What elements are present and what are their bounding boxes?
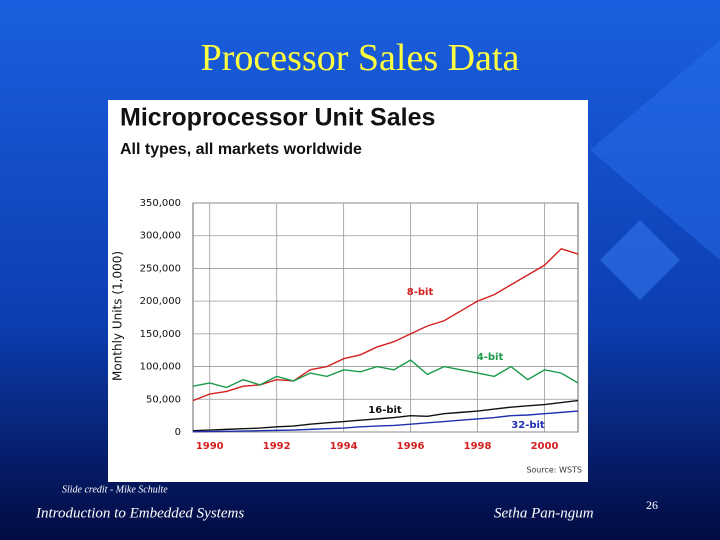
slide-title: Processor Sales Data (201, 37, 520, 79)
series-line (192, 248, 579, 402)
series-label: 8-bit (407, 287, 434, 298)
x-tick-label: 1996 (397, 441, 425, 452)
series-label: 4-bit (477, 352, 504, 363)
y-tick-label: 300,000 (140, 231, 181, 242)
x-tick-label: 2000 (531, 441, 559, 452)
y-axis-label: Monthly Units (1,000) (111, 251, 125, 381)
source: Source: WSTS (526, 466, 582, 475)
decoration (600, 220, 680, 300)
series-line (192, 399, 579, 432)
footer-left: Introduction to Embedded Systems (35, 505, 244, 521)
x-tick-label: 1990 (196, 441, 224, 452)
decoration (590, 40, 720, 260)
series-line (192, 359, 579, 389)
y-tick-label: 100,000 (140, 362, 181, 373)
x-tick-label: 1994 (330, 441, 358, 452)
y-tick-label: 50,000 (146, 394, 181, 405)
slide-credit: Slide credit - Mike Schulte (62, 484, 168, 495)
y-tick-label: 200,000 (140, 296, 181, 307)
y-tick-label: 350,000 (140, 198, 181, 209)
chart-title: Microprocessor Unit Sales (120, 104, 435, 132)
footer-right: Setha Pan-ngum (494, 505, 594, 521)
x-tick-label: 1992 (263, 441, 291, 452)
y-tick-label: 150,000 (140, 329, 181, 340)
plot-area (192, 202, 579, 433)
y-tick-label: 250,000 (140, 263, 181, 274)
plot: 0 50,000 100,000 150,000 200,000 250,000 300,0… (140, 198, 579, 452)
chart-subtitle: All types, all markets worldwide (120, 141, 362, 158)
series-line (192, 410, 579, 433)
series-label: 16-bit (368, 405, 402, 416)
series-label: 32-bit (511, 420, 545, 431)
page-number: 26 (646, 498, 658, 512)
y-tick-label: 0 (175, 427, 181, 438)
x-tick-label: 1998 (464, 441, 492, 452)
